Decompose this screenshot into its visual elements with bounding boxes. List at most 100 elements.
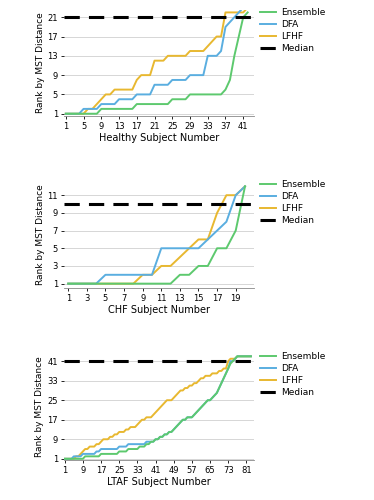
DFA — [243, 184, 247, 190]
Ensemble — [166, 101, 170, 107]
Ensemble — [206, 263, 210, 269]
LFHF — [174, 392, 178, 398]
Ensemble — [108, 106, 113, 112]
Ensemble — [243, 184, 247, 190]
LFHF — [139, 72, 144, 78]
LFHF — [201, 48, 206, 54]
DFA — [215, 228, 219, 234]
LFHF — [236, 10, 241, 16]
LFHF — [168, 263, 173, 269]
Ensemble — [157, 101, 161, 107]
DFA — [196, 407, 201, 413]
DFA — [135, 92, 139, 98]
LFHF — [241, 10, 245, 16]
Ensemble — [112, 106, 117, 112]
DFA — [130, 96, 135, 102]
Line: Ensemble: Ensemble — [66, 12, 248, 114]
LFHF — [170, 53, 175, 59]
Ensemble — [215, 246, 219, 252]
LFHF — [66, 280, 70, 286]
Ensemble — [95, 110, 99, 116]
DFA — [152, 82, 157, 88]
DFA — [122, 272, 126, 278]
LFHF — [86, 106, 90, 112]
DFA — [81, 106, 86, 112]
Ensemble — [99, 106, 104, 112]
LFHF — [121, 86, 126, 92]
DFA — [232, 14, 237, 20]
DFA — [223, 24, 228, 30]
DFA — [224, 218, 229, 224]
Median — [66, 201, 70, 207]
DFA — [104, 101, 108, 107]
LFHF — [95, 101, 99, 107]
LFHF — [206, 236, 210, 242]
Ensemble — [143, 101, 148, 107]
DFA — [179, 77, 183, 83]
LFHF — [150, 272, 154, 278]
Ensemble — [90, 454, 94, 460]
LFHF — [210, 38, 214, 44]
Ensemble — [210, 92, 214, 98]
Ensemble — [103, 280, 108, 286]
X-axis label: Healthy Subject Number: Healthy Subject Number — [99, 134, 219, 143]
Ensemble — [233, 228, 238, 234]
Ensemble — [75, 280, 80, 286]
DFA — [68, 110, 73, 116]
Y-axis label: Rank by MST Distance: Rank by MST Distance — [36, 356, 45, 458]
Ensemble — [68, 110, 73, 116]
LFHF — [85, 280, 89, 286]
LFHF — [74, 454, 78, 460]
LFHF — [197, 48, 201, 54]
Line: Ensemble: Ensemble — [65, 356, 251, 459]
Legend: Ensemble, DFA, LFHF, Median: Ensemble, DFA, LFHF, Median — [260, 352, 325, 397]
Ensemble — [139, 101, 144, 107]
DFA — [159, 246, 163, 252]
LFHF — [187, 246, 191, 252]
LFHF — [152, 58, 157, 64]
Ensemble — [232, 53, 237, 59]
LFHF — [183, 53, 188, 59]
DFA — [126, 96, 130, 102]
Ensemble — [86, 110, 90, 116]
DFA — [139, 92, 144, 98]
X-axis label: CHF Subject Number: CHF Subject Number — [108, 306, 210, 316]
LFHF — [90, 444, 94, 450]
Ensemble — [85, 280, 89, 286]
Ensemble — [77, 110, 82, 116]
DFA — [170, 77, 175, 83]
Ensemble — [104, 106, 108, 112]
Median — [64, 14, 68, 20]
Line: LFHF: LFHF — [68, 186, 245, 284]
LFHF — [196, 378, 201, 384]
LFHF — [161, 58, 166, 64]
LFHF — [215, 210, 219, 216]
DFA — [178, 246, 182, 252]
Ensemble — [150, 280, 154, 286]
Ensemble — [121, 106, 126, 112]
LFHF — [126, 86, 130, 92]
Ensemble — [196, 407, 201, 413]
LFHF — [235, 354, 239, 360]
Ensemble — [224, 246, 229, 252]
Ensemble — [135, 101, 139, 107]
LFHF — [140, 272, 145, 278]
LFHF — [192, 48, 197, 54]
DFA — [233, 192, 238, 198]
DFA — [192, 72, 197, 78]
LFHF — [101, 436, 105, 442]
Line: Ensemble: Ensemble — [68, 186, 245, 284]
DFA — [187, 246, 191, 252]
Ensemble — [62, 456, 67, 462]
LFHF — [143, 72, 148, 78]
Ensemble — [130, 106, 135, 112]
Ensemble — [159, 280, 163, 286]
DFA — [168, 246, 173, 252]
LFHF — [214, 34, 219, 40]
DFA — [197, 72, 201, 78]
Line: LFHF: LFHF — [66, 8, 248, 114]
DFA — [77, 110, 82, 116]
LFHF — [117, 86, 121, 92]
LFHF — [99, 96, 104, 102]
LFHF — [223, 10, 228, 16]
